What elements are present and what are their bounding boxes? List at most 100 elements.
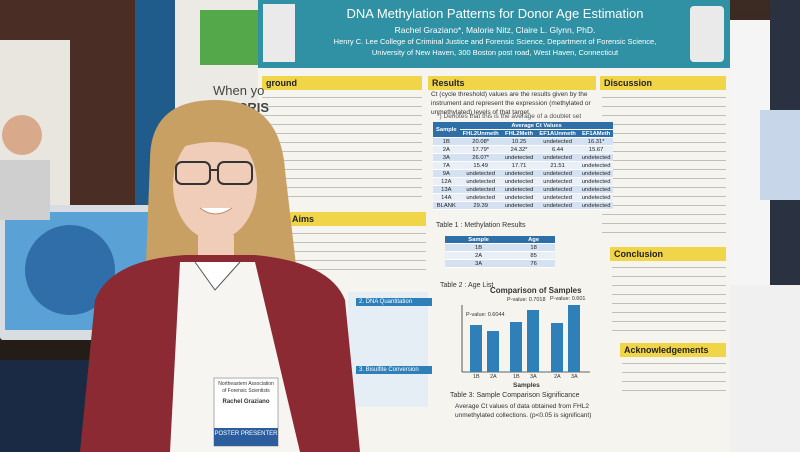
header-row: Sample Average Ct Values (433, 122, 614, 138)
table-cell: undetected (536, 137, 579, 146)
table-row: 14A undetected undetected undetected undetec… (433, 193, 614, 202)
table-cell: undetected (459, 193, 502, 202)
table-row: 2A 85 (445, 251, 555, 260)
table-cell: undetected (578, 161, 614, 170)
table-cell: 17.79* (459, 145, 502, 154)
table-cell: 3A (433, 153, 460, 162)
header-cell: EF1AUnmeth (536, 129, 579, 138)
p-value: P-value: 0.6044 (466, 312, 505, 318)
table-cell: 76 (512, 259, 555, 268)
table-row: 2A 17.79* 24.32* 6.44 15.67 (433, 145, 614, 154)
section-header: Conclusion (610, 247, 726, 261)
table-cell: undetected (578, 169, 614, 178)
table-cell: undetected (578, 177, 614, 186)
x-tick-label: 2A (490, 374, 497, 380)
table-cell: undetected (578, 193, 614, 202)
table-cell: undetected (578, 153, 614, 162)
table-text: Average Ct values of data obtained from … (455, 403, 592, 419)
paragraph-lines (622, 358, 726, 398)
results-text: Ct (cycle threshold) values are the resu… (431, 91, 591, 116)
table-cell: 85 (512, 251, 555, 260)
table-cell: undetected (459, 177, 502, 186)
p-value: P-value: 0.601 (550, 296, 586, 302)
badge-name: Rachel Graziano (222, 399, 270, 405)
header-cell: Age (512, 236, 555, 244)
table: Sample Age 1B 18 2A 85 3A 76 (445, 236, 555, 268)
methylation-table: Sample Average Ct Values FHL2Unmeth FHL2Met… (433, 122, 614, 210)
x-tick-label: 3A (530, 374, 537, 380)
table-note: *) Denotes that this is the average of a… (437, 113, 582, 120)
x-tick-label: 1B (513, 374, 520, 380)
table-cell: 1B (445, 243, 513, 252)
table-cell: undetected (536, 177, 579, 186)
table-row: 9A undetected undetected undetected undetect… (433, 169, 614, 178)
table-cell: undetected (459, 169, 502, 178)
table-cell: undetected (536, 193, 579, 202)
table-cell: 17.71 (501, 161, 537, 170)
poster-address: University of New Haven, 300 Boston post… (371, 48, 619, 57)
table-cell: 3A (445, 259, 513, 268)
paragraph-lines (262, 92, 422, 202)
table-cell: BLANK (433, 201, 460, 210)
table-cell: undetected (536, 153, 579, 162)
x-tick-label: 1B (473, 374, 480, 380)
p-value: P-value: 0.7018 (507, 297, 546, 303)
x-tick-label: 3A (571, 374, 578, 380)
table-cell: undetected (501, 177, 537, 186)
table: Sample Average Ct Values FHL2Unmeth FHL2Met… (433, 122, 614, 210)
table-cell: undetected (501, 185, 537, 194)
table-cell: 20.08* (459, 137, 502, 146)
header-row: Sample Age (445, 236, 555, 244)
paragraph-lines (602, 92, 726, 240)
age-table: Sample Age 1B 18 2A 85 3A 76 (445, 236, 555, 268)
university-logo (263, 4, 295, 62)
table-row: 12A undetected undetected undetected undetec… (433, 177, 614, 186)
table-row: 13A undetected undetected undetected undetec… (433, 185, 614, 194)
table-row: 1B 20.08* 10.25 undetected 16.31* (433, 137, 614, 146)
table-cell: 12A (433, 177, 460, 186)
table-cell: 10.25 (501, 137, 537, 146)
paragraph-lines (612, 262, 726, 338)
table-cell: 2A (445, 251, 513, 260)
poster-authors: Rachel Graziano*, Malorie Nitz, Claire L… (394, 25, 596, 35)
table-caption: Table 2 : Age List (440, 282, 494, 289)
method-step: 3. Bisulfite Conversion (356, 366, 432, 374)
table-cell: undetected (536, 185, 579, 194)
table-cell: 15.49 (459, 161, 502, 170)
poster-title: DNA Methylation Patterns for Donor Age E… (346, 6, 644, 21)
table-row: 3A 76 (445, 259, 555, 268)
table-row: 3A 26.07* undetected undetected undetected (433, 153, 614, 162)
table-cell: 14A (433, 193, 460, 202)
poster-header (258, 0, 730, 68)
table-cell: undetected (501, 169, 537, 178)
x-tick-label: 2A (554, 374, 561, 380)
badge-logo (690, 6, 724, 62)
table-cell: 24.32* (501, 145, 537, 154)
table-caption: Table 3: Sample Comparison Significance (450, 392, 580, 399)
table-cell: 16.31* (578, 137, 614, 146)
table-cell: undetected (501, 153, 537, 162)
header-cell: FHL2Meth (501, 129, 537, 138)
badge-role: POSTER PRESENTER (214, 431, 278, 437)
x-axis-label: Samples (513, 382, 540, 389)
table-caption: Table 1 : Methylation Results (436, 222, 526, 229)
section-header: Aims (288, 212, 426, 226)
table-cell: undetected (578, 201, 614, 210)
section-header: Acknowledgements (620, 343, 726, 357)
table-cell: 13A (433, 185, 460, 194)
table-cell: 26.07* (459, 153, 502, 162)
table-cell: undetected (536, 169, 579, 178)
header-cell: Sample (433, 122, 460, 138)
section-header: Discussion (600, 76, 726, 90)
table-row: 7A 15.49 17.71 21.51 undetected (433, 161, 614, 170)
header-cell: Sample (445, 236, 513, 244)
table-cell: undetected (536, 201, 579, 210)
method-step: 2. DNA Quantitation (356, 298, 432, 306)
table-cell: 21.51 (536, 161, 579, 170)
chart-title: Comparison of Samples (490, 286, 582, 295)
table-cell: 6.44 (536, 145, 579, 154)
table-cell: undetected (501, 201, 537, 210)
booth-sign: When yo (213, 83, 265, 98)
